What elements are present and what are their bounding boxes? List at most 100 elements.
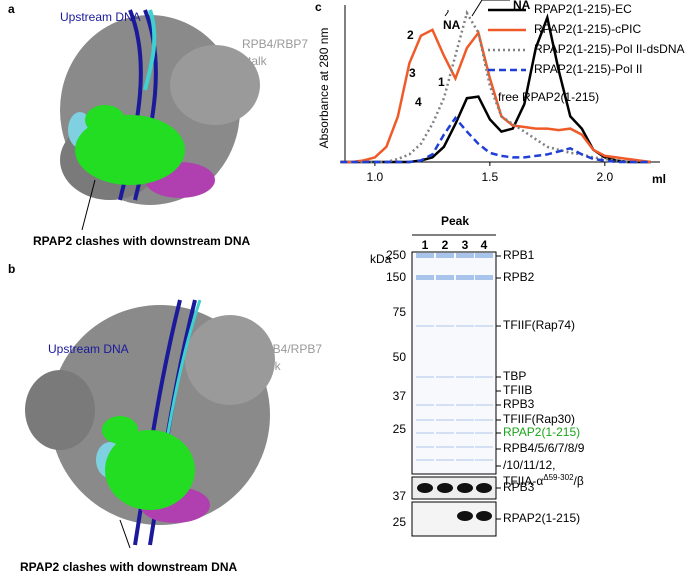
gel-band: [436, 446, 454, 448]
gel-band: [436, 432, 454, 434]
pointer: [81, 179, 96, 231]
gel-main: [411, 251, 497, 475]
label: Upstream DNA: [60, 10, 141, 24]
marker-label: 250: [386, 248, 406, 262]
gel-band: [475, 376, 493, 378]
structure-b: [25, 299, 275, 546]
x-axis-label: ml: [652, 172, 666, 186]
chromatogram: 1.0 1.5 2.0 RPAP2(1-215)-EC RPAP2(1-215)-cPI…: [340, 0, 685, 184]
gel-peak: Peak: [441, 214, 469, 228]
gel-unit: kDa: [370, 252, 392, 266]
band-label: RPB4/5/6/7/8/9: [503, 441, 585, 455]
gel-band: [456, 419, 474, 421]
gel-band: [416, 459, 434, 461]
annotation: 1: [438, 75, 445, 89]
gel-band: [416, 253, 434, 258]
gel-band: [456, 446, 474, 448]
gel-band: [416, 446, 434, 448]
band-label: RPB1: [503, 248, 535, 262]
gel-band: [416, 275, 434, 280]
panel-letter: a: [8, 2, 15, 16]
series-line: [340, 13, 651, 164]
marker-label: 150: [386, 270, 406, 284]
gel-band: [416, 376, 434, 378]
label: stalk: [242, 54, 268, 68]
blot-band: [457, 511, 473, 521]
annotation: 2: [407, 28, 414, 42]
band-label: TFIIF(Rap74): [503, 318, 575, 332]
gel-band: [436, 404, 454, 406]
gel-band: [475, 253, 493, 258]
gel-band: [436, 325, 454, 327]
label: stalk: [256, 359, 282, 373]
gel-band: [475, 404, 493, 406]
marker-label: 25: [393, 515, 407, 529]
series-line: [340, 9, 651, 164]
lane-label: 3: [462, 238, 469, 252]
gel-band: [456, 432, 474, 434]
band-label: TBP: [503, 369, 526, 383]
gel-band: [456, 459, 474, 461]
marker-label: 75: [393, 305, 407, 319]
band-label-part: /β: [574, 474, 584, 488]
legend-label: RPAP2(1-215)-cPIC: [534, 22, 641, 36]
gel-band: [456, 253, 474, 258]
gel-band: [416, 404, 434, 406]
annotation: NA: [443, 18, 461, 32]
blot-label: RPAP2(1-215): [503, 511, 580, 525]
panel-letter: b: [8, 262, 15, 276]
gel-band: [416, 325, 434, 327]
band-label-part: Δ59-302: [543, 473, 574, 482]
gel-band: [475, 446, 493, 448]
lane-label: 4: [481, 238, 488, 252]
band-label: TFIIF(Rap30): [503, 412, 575, 426]
gel-band: [456, 325, 474, 327]
label: Upstream DNA: [48, 342, 129, 356]
gel-band: [475, 325, 493, 327]
blot-band: [417, 483, 433, 493]
gel-band: [416, 419, 434, 421]
gel-band: [436, 419, 454, 421]
gel-band: [475, 419, 493, 421]
gel-band: [436, 275, 454, 280]
annotation: 4: [415, 95, 422, 109]
band-label: /10/11/12,: [503, 458, 556, 472]
gel-band: [436, 459, 454, 461]
blot-label: RPB3: [503, 480, 535, 494]
y-axis-label: Absorbance at 280 nm: [317, 28, 331, 149]
panel-letter: c: [315, 0, 322, 14]
legend-label: RPAP2(1-215)-EC: [534, 2, 632, 16]
band-label-part: TFIIA-α: [503, 474, 543, 488]
caption: RPAP2 clashes with downstream DNA: [33, 234, 251, 248]
legend-label: RPAP2(1-215)-Pol II: [534, 62, 643, 76]
x-tick-label: 1.5: [482, 170, 499, 184]
gel-band: [456, 275, 474, 280]
blot-band: [437, 483, 453, 493]
series-line: [340, 28, 651, 164]
gel-band: [475, 432, 493, 434]
band-label: RPB3: [503, 397, 535, 411]
gel-band: [456, 404, 474, 406]
gel-band: [416, 432, 434, 434]
blot-band: [476, 483, 492, 493]
annotation-line: [444, 0, 510, 17]
annotation: 3: [409, 66, 416, 80]
band-label: TFIIA-αΔ59-302/β: [503, 473, 584, 488]
annotation: NA: [513, 0, 531, 12]
band-label: RPB2: [503, 270, 535, 284]
structure-a: [60, 9, 260, 205]
legend-label: RPAP2(1-215)-Pol II-dsDNA: [534, 42, 685, 56]
series-line: [340, 115, 651, 164]
blot-band: [476, 511, 492, 521]
marker-label: 50: [393, 350, 407, 364]
lane-label: 2: [442, 238, 449, 252]
gel-band: [436, 253, 454, 258]
annotation: free RPAP2(1-215): [498, 90, 599, 104]
gel-band: [456, 376, 474, 378]
caption: RPAP2 clashes with downstream DNA: [20, 560, 238, 574]
band-label: TFIIB: [503, 383, 532, 397]
pointer: [119, 519, 131, 549]
gel-band: [475, 459, 493, 461]
